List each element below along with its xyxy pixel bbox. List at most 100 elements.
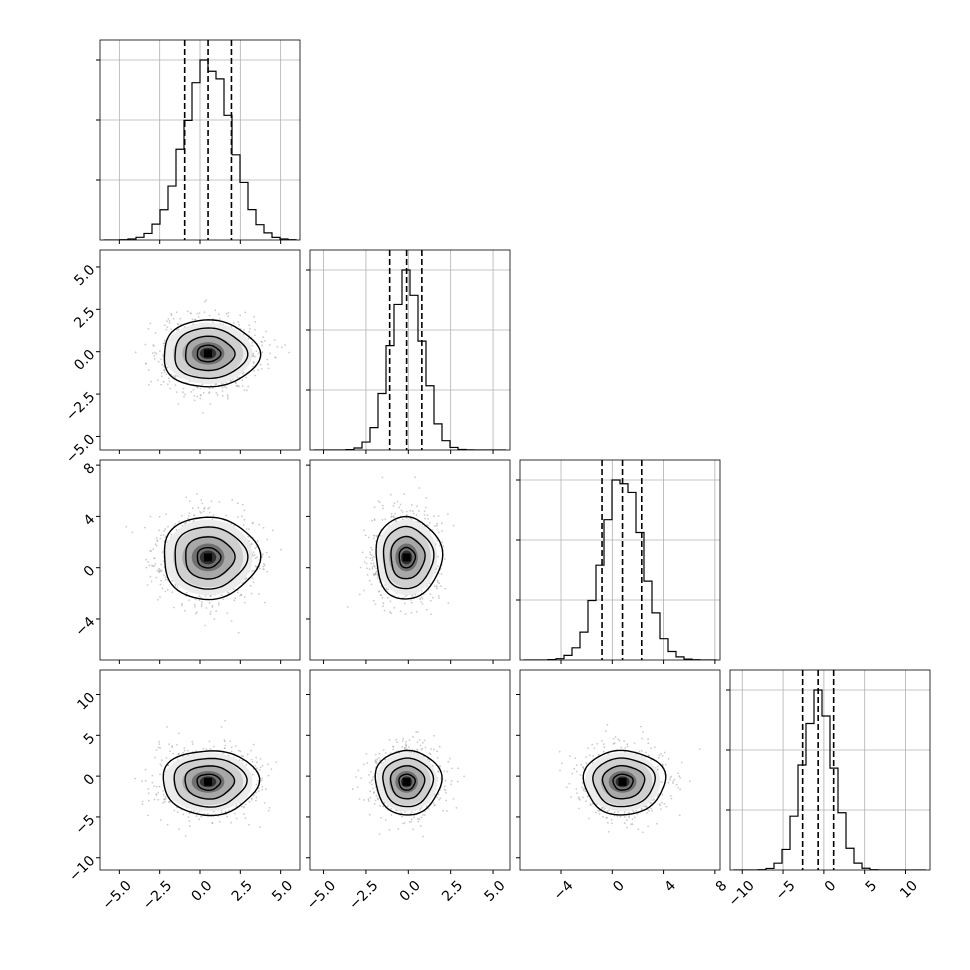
sample-point	[230, 746, 233, 749]
sample-point	[372, 787, 374, 790]
sample-point	[436, 581, 439, 584]
panel-frame	[519, 459, 721, 661]
sample-point	[420, 601, 422, 603]
sample-point	[370, 546, 372, 549]
sample-point	[224, 744, 227, 747]
sample-point	[191, 507, 194, 510]
sample-point	[207, 507, 210, 510]
sample-point	[208, 387, 211, 390]
sample-point	[247, 385, 250, 388]
sample-point	[288, 351, 291, 354]
sample-point	[241, 379, 244, 382]
sample-point	[170, 312, 173, 315]
sample-point	[365, 562, 368, 565]
sample-point	[255, 545, 258, 548]
sample-point	[233, 524, 236, 527]
sample-point	[149, 575, 152, 578]
sample-point	[373, 565, 376, 568]
sample-point	[364, 534, 367, 537]
sample-point	[266, 538, 269, 541]
sample-point	[194, 598, 197, 601]
sample-point	[213, 745, 215, 748]
sample-point	[193, 514, 196, 516]
sample-point	[368, 813, 371, 816]
sample-point	[218, 318, 221, 320]
sample-point	[434, 525, 436, 527]
sample-point	[373, 518, 376, 521]
sample-point	[381, 504, 384, 507]
sample-point	[416, 505, 418, 508]
sample-point	[164, 796, 167, 798]
sample-point	[187, 749, 189, 752]
sample-point	[358, 593, 361, 596]
sample-point	[246, 753, 249, 756]
sample-point	[141, 803, 144, 806]
sample-point	[168, 377, 170, 380]
sample-point	[379, 501, 381, 504]
sample-point	[409, 509, 412, 512]
sample-point	[259, 363, 262, 366]
sample-point	[229, 740, 232, 743]
sample-point	[239, 594, 242, 597]
sample-point	[373, 506, 376, 509]
sample-point	[208, 601, 211, 604]
sample-point	[276, 345, 279, 348]
sample-point	[155, 537, 158, 539]
sample-point	[240, 805, 243, 808]
panel-frame	[309, 249, 511, 451]
contour-line	[163, 319, 262, 388]
sample-point	[252, 743, 255, 746]
sample-point	[263, 563, 265, 565]
sample-point	[366, 762, 369, 764]
sample-point	[155, 576, 158, 579]
sample-point	[149, 515, 152, 518]
sample-point	[414, 593, 417, 596]
sample-point	[196, 395, 199, 398]
sample-point	[182, 391, 184, 394]
sample-point	[145, 566, 148, 569]
sample-point	[210, 595, 212, 598]
sample-point	[177, 328, 180, 331]
contour-line	[185, 536, 236, 580]
sample-point	[201, 502, 204, 505]
sample-point	[205, 299, 208, 302]
sample-point	[252, 581, 255, 584]
sample-point	[221, 390, 224, 392]
sample-point	[170, 533, 173, 536]
sample-point	[226, 591, 229, 594]
contour-line	[382, 525, 435, 590]
sample-point	[262, 565, 265, 568]
sample-point	[234, 382, 237, 385]
sample-point	[380, 816, 382, 819]
sample-point	[209, 613, 212, 616]
sample-point	[267, 763, 269, 766]
sample-point	[268, 806, 271, 809]
sample-point	[384, 518, 387, 520]
sample-point	[254, 565, 257, 568]
sample-point	[261, 344, 264, 347]
sample-point	[223, 385, 226, 388]
sample-point	[234, 745, 237, 748]
sample-point	[147, 792, 150, 795]
sample-point	[262, 336, 265, 338]
sample-point	[155, 749, 158, 751]
sample-point	[167, 318, 170, 320]
sample-point	[251, 760, 254, 763]
sample-point	[159, 773, 161, 776]
sample-point	[426, 514, 429, 517]
x-tick-label: 0.0	[188, 878, 215, 905]
scatter-panel-1-0: −5.0−2.50.02.55.0	[63, 249, 301, 467]
sample-point	[172, 752, 175, 755]
y-tick-label: 2.5	[71, 304, 98, 331]
sample-point	[366, 567, 368, 570]
sample-point	[181, 514, 183, 517]
sample-point	[158, 740, 160, 743]
contour-line	[196, 344, 222, 363]
sample-point	[141, 780, 143, 783]
sample-point	[390, 513, 393, 515]
sample-point	[437, 555, 439, 558]
sample-point	[163, 371, 166, 374]
sample-point	[198, 599, 201, 602]
sample-point	[147, 384, 150, 386]
